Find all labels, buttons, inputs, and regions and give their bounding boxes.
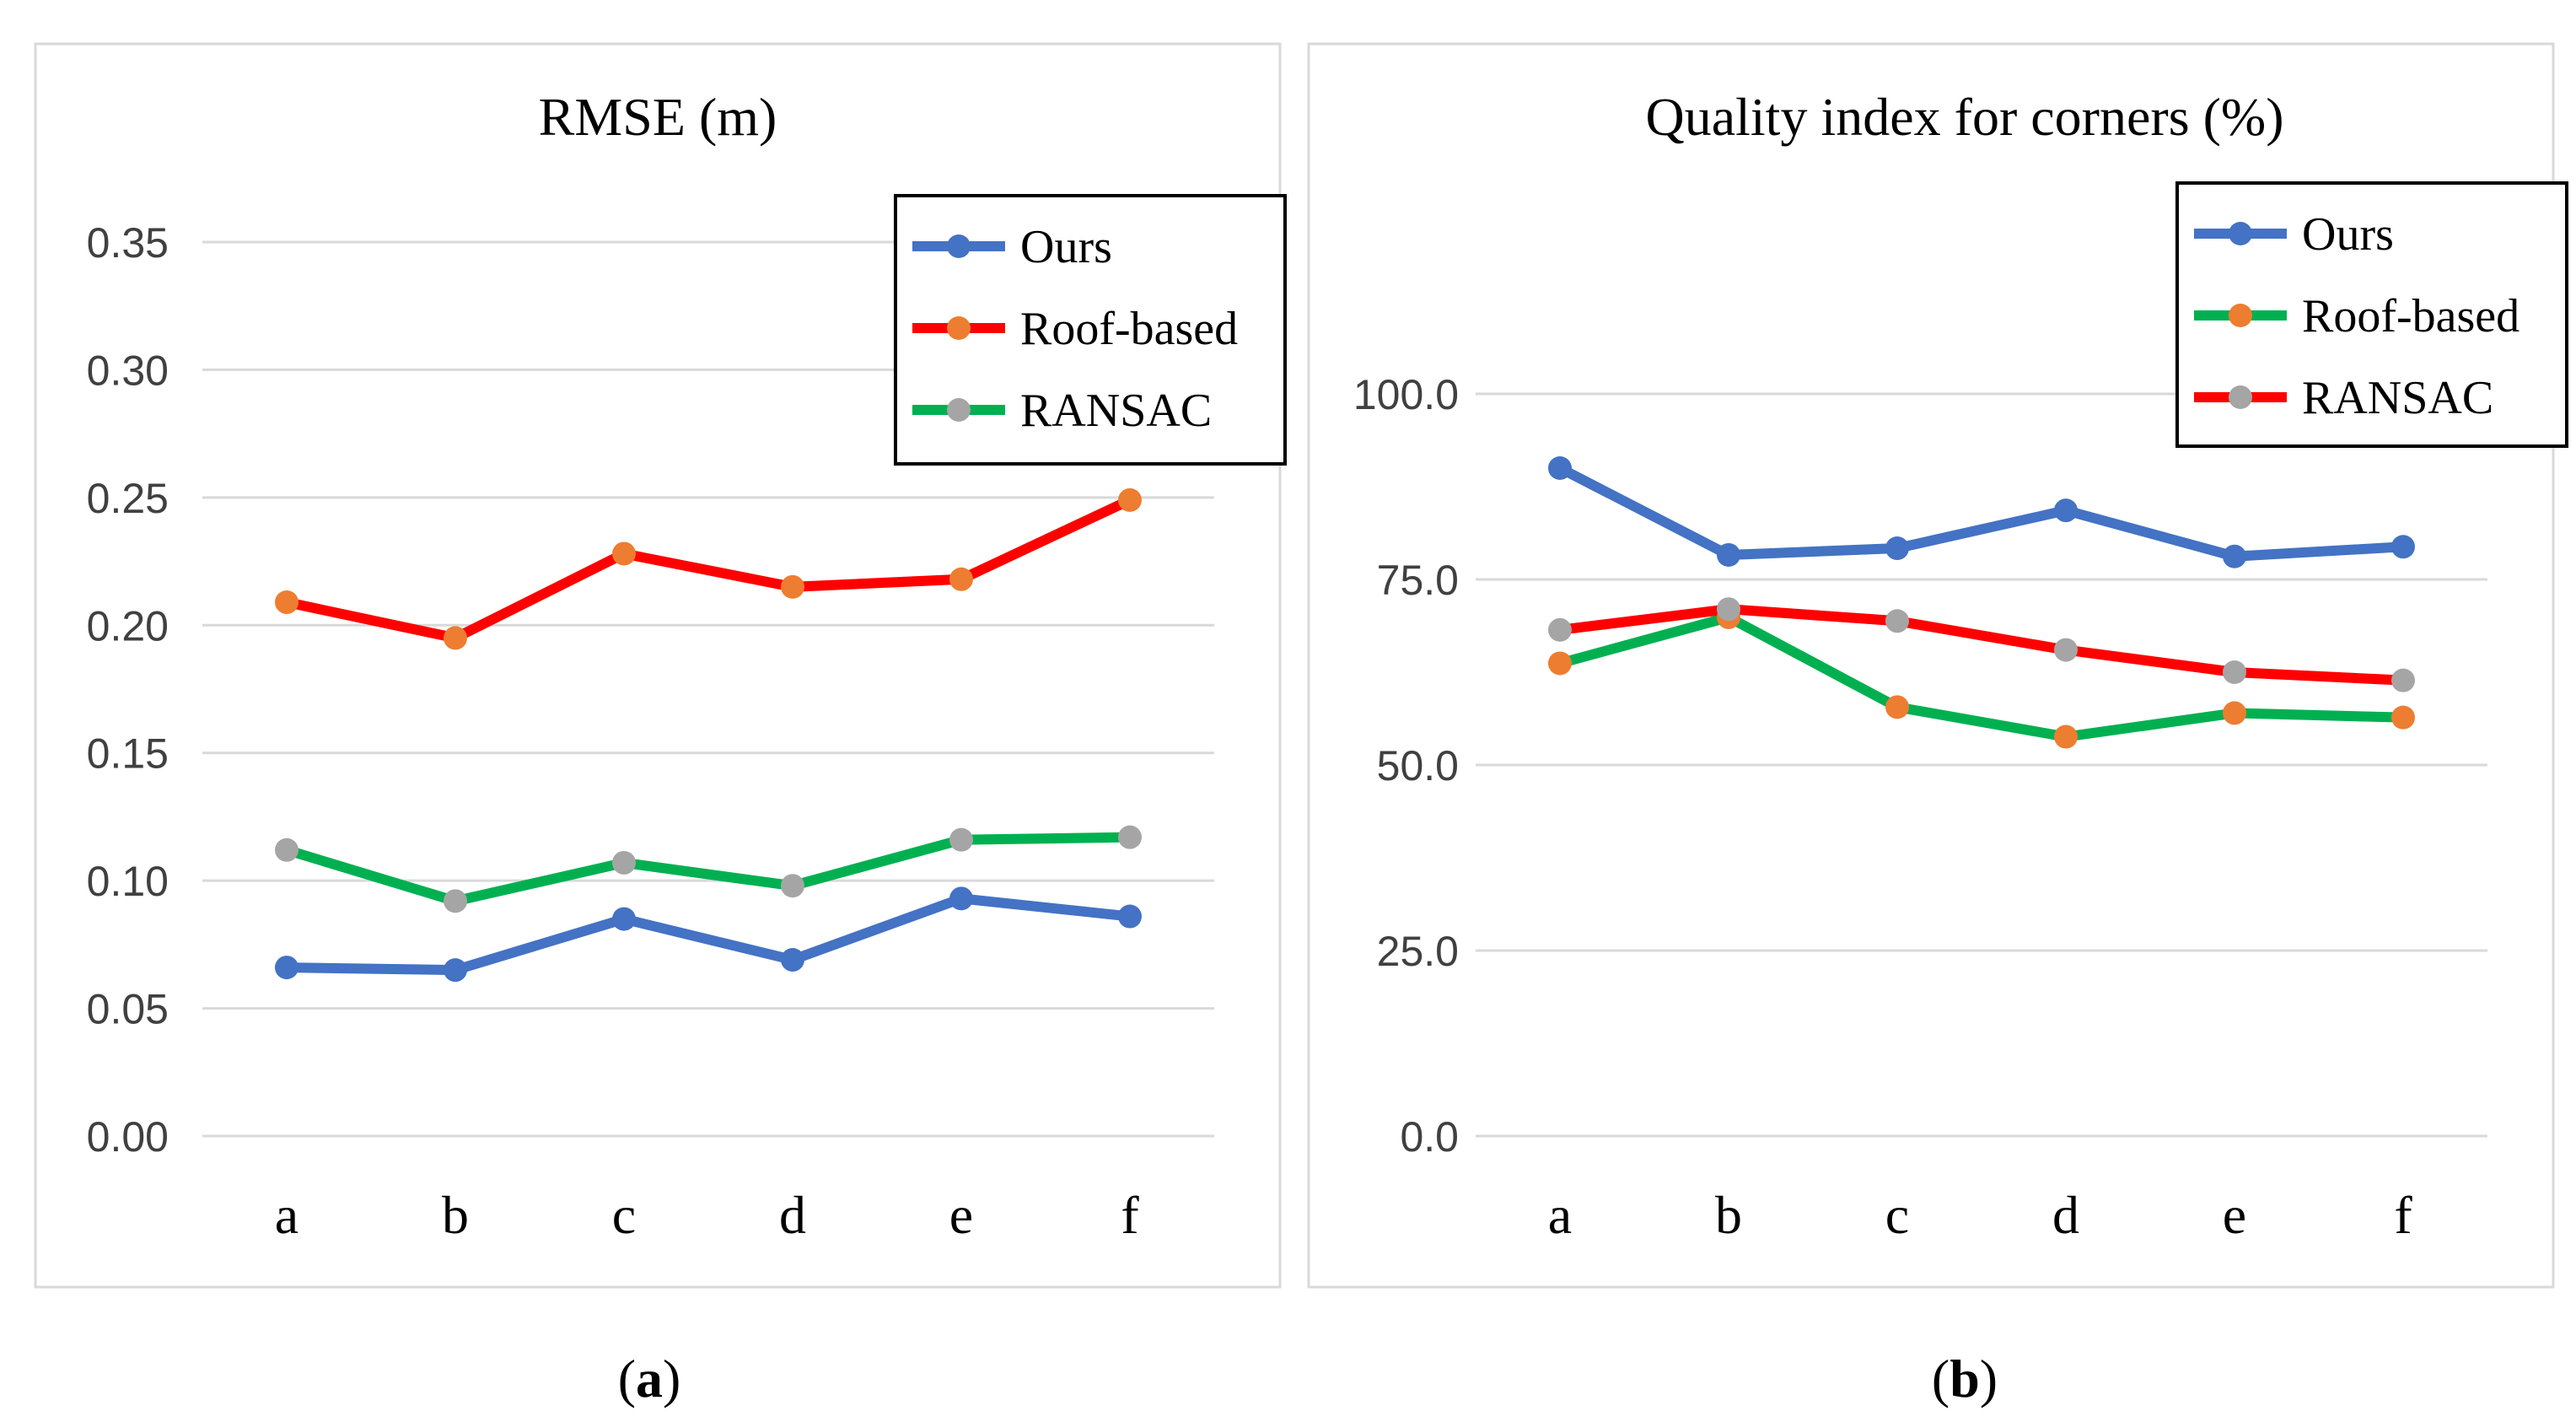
data-point — [2223, 660, 2246, 684]
y-tick-label: 0.10 — [87, 858, 169, 905]
legend-marker — [2229, 385, 2252, 409]
legend: Ours Roof-based RANSAC — [2175, 181, 2568, 448]
legend-marker — [947, 316, 971, 340]
chart-title: Quality index for corners (%) — [1645, 87, 2283, 147]
data-point — [1717, 597, 1740, 622]
data-point — [2223, 701, 2246, 725]
series-line — [282, 893, 1135, 976]
x-tick-label: f — [1121, 1185, 1139, 1245]
legend: Ours Roof-based RANSAC — [894, 194, 1287, 466]
legend-marker — [947, 398, 971, 422]
data-point — [275, 590, 298, 615]
legend-label: Ours — [1020, 221, 1112, 273]
data-point — [1717, 542, 1740, 567]
panel-caption: (a) — [618, 1349, 681, 1409]
data-point — [1885, 536, 1909, 561]
legend-label: RANSAC — [1020, 385, 1212, 437]
data-point — [949, 567, 973, 591]
x-tick-label: e — [2223, 1185, 2246, 1245]
x-tick-label: c — [1885, 1185, 1909, 1245]
data-point — [612, 541, 636, 566]
y-tick-label: 0.20 — [87, 602, 169, 649]
y-tick-label: 0.05 — [87, 986, 169, 1033]
panel-caption-label: a — [636, 1349, 663, 1409]
data-point — [1548, 617, 1572, 642]
data-point — [1885, 695, 1909, 719]
y-tick-label: 0.00 — [87, 1113, 169, 1161]
series-line — [282, 494, 1135, 644]
panel-caption-label: b — [1949, 1349, 1980, 1409]
legend-marker — [2229, 222, 2252, 245]
y-tick-label: 0.15 — [87, 730, 169, 778]
data-point — [444, 626, 467, 650]
data-point — [2391, 668, 2415, 692]
series-line — [1555, 611, 2408, 742]
data-point — [444, 889, 467, 913]
x-tick-label: b — [442, 1185, 469, 1245]
y-tick-label: 100.0 — [1353, 371, 1459, 418]
y-tick-label: 0.30 — [87, 347, 169, 394]
data-point — [2054, 638, 2078, 662]
series-line — [282, 832, 1135, 907]
data-point — [781, 574, 804, 599]
legend-label: Roof-based — [1020, 303, 1238, 355]
legend-label: Ours — [2302, 208, 2394, 261]
data-point — [1548, 456, 1572, 480]
chart-title: RMSE (m) — [539, 87, 777, 147]
legend-label: RANSAC — [2302, 372, 2493, 424]
data-point — [275, 956, 298, 980]
x-tick-label: c — [612, 1185, 636, 1245]
x-tick-label: d — [2052, 1185, 2079, 1245]
data-point — [2391, 535, 2415, 559]
y-tick-label: 50.0 — [1377, 742, 1459, 789]
data-point — [949, 827, 973, 852]
data-point — [612, 850, 636, 875]
series-line — [1555, 604, 2408, 686]
x-tick-label: e — [949, 1185, 973, 1245]
chart-panel-a: RMSE (m) 0.00 0.05 0.10 0.15 0.20 0.25 0.30 0.3… — [34, 42, 1287, 1409]
x-tick-label: f — [2394, 1185, 2412, 1245]
data-point — [1118, 904, 1142, 929]
data-point — [1548, 651, 1572, 676]
data-point — [1118, 487, 1142, 512]
legend-label: Roof-based — [2302, 290, 2520, 342]
y-tick-label: 0.35 — [87, 219, 169, 267]
y-tick-label: 25.0 — [1377, 928, 1459, 975]
data-point — [2054, 724, 2078, 749]
y-tick-label: 75.0 — [1377, 557, 1459, 604]
legend-marker — [2229, 304, 2252, 327]
data-point — [949, 886, 973, 911]
y-tick-label: 0.25 — [87, 475, 169, 522]
data-point — [2054, 498, 2078, 523]
data-point — [1118, 825, 1142, 849]
data-point — [612, 907, 636, 931]
data-point — [781, 874, 804, 898]
chart-panel-b: Quality index for corners (%) 0.0 25.0 50.… — [1307, 42, 2568, 1409]
data-point — [444, 958, 467, 983]
data-point — [2391, 705, 2415, 730]
legend-marker — [947, 234, 971, 258]
series-line — [1555, 463, 2408, 562]
x-tick-label: d — [779, 1185, 806, 1245]
data-point — [1885, 609, 1909, 633]
data-point — [275, 838, 298, 862]
x-tick-label: a — [1548, 1185, 1572, 1245]
data-point — [2223, 544, 2246, 568]
x-tick-label: b — [1715, 1185, 1742, 1245]
data-point — [781, 948, 804, 972]
y-tick-label: 0.0 — [1400, 1113, 1459, 1161]
x-tick-label: a — [275, 1185, 298, 1245]
panel-caption: (b) — [1932, 1349, 1998, 1409]
